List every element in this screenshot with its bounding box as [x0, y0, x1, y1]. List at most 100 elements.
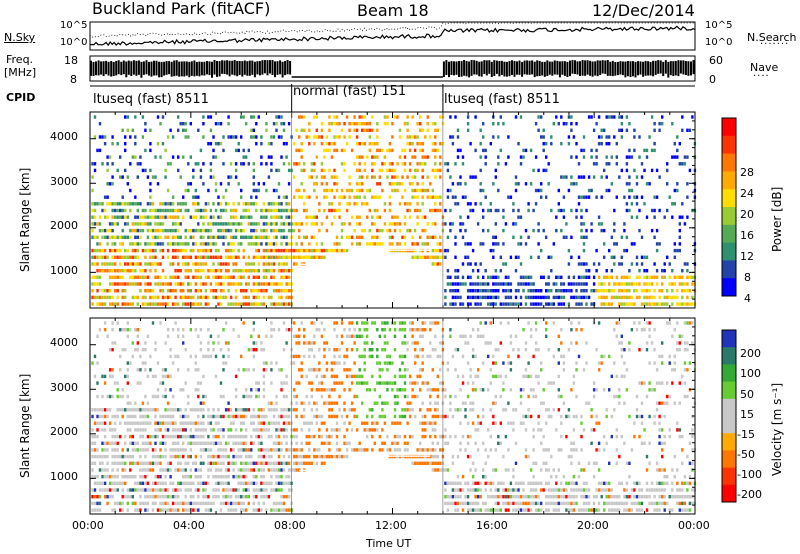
- data-cell: [96, 448, 99, 452]
- data-cell: [320, 128, 324, 132]
- data-cell: [358, 155, 361, 159]
- data-cell: [419, 388, 422, 392]
- data-cell: [494, 222, 497, 226]
- data-cell: [151, 321, 155, 325]
- data-cell: [348, 421, 351, 425]
- data-cell: [436, 454, 439, 459]
- data-cell: [403, 368, 407, 372]
- data-cell: [461, 282, 465, 286]
- data-cell: [177, 275, 180, 279]
- freq-bar: [140, 61, 143, 78]
- data-cell: [252, 328, 255, 332]
- data-cell: [224, 475, 228, 479]
- data-cell: [355, 448, 359, 452]
- data-cell: [207, 235, 210, 239]
- data-cell: [192, 248, 195, 253]
- data-cell: [325, 228, 329, 233]
- data-cell: [194, 242, 197, 246]
- data-cell: [416, 242, 419, 246]
- data-cell: [139, 354, 142, 359]
- data-cell: [335, 122, 339, 126]
- data-cell: [411, 175, 414, 179]
- freq-bar: [115, 60, 118, 76]
- data-cell: [388, 354, 392, 359]
- data-cell: [217, 495, 220, 499]
- data-cell: [116, 208, 119, 213]
- data-cell: [219, 481, 223, 485]
- data-cell: [267, 282, 271, 286]
- data-cell: [217, 248, 220, 253]
- data-cell: [650, 295, 654, 300]
- data-cell: [361, 115, 364, 119]
- data-cell: [461, 155, 465, 159]
- data-cell: [325, 441, 329, 445]
- data-cell: [116, 202, 119, 206]
- data-cell: [174, 441, 177, 445]
- data-cell: [504, 275, 508, 279]
- data-cell: [653, 128, 656, 132]
- data-cell: [358, 235, 361, 239]
- data-cell: [136, 248, 139, 253]
- data-cell: [454, 242, 457, 246]
- data-cell: [101, 248, 104, 253]
- data-cell: [310, 348, 313, 352]
- data-cell: [464, 414, 467, 419]
- data-cell: [461, 488, 465, 492]
- data-cell: [497, 289, 500, 293]
- data-cell: [350, 448, 354, 452]
- data-cell: [262, 421, 266, 425]
- data-cell: [383, 421, 387, 425]
- data-cell: [262, 269, 266, 273]
- data-cell: [492, 282, 495, 286]
- data-cell: [194, 188, 197, 193]
- data-cell: [187, 162, 190, 166]
- data-cell: [446, 248, 450, 253]
- data-cell: [408, 215, 412, 219]
- data-cell: [355, 428, 359, 432]
- freq-bar: [200, 61, 203, 76]
- data-cell: [340, 334, 344, 338]
- data-cell: [287, 282, 291, 286]
- data-cell: [590, 302, 593, 306]
- data-cell: [285, 475, 288, 479]
- data-cell: [628, 148, 631, 153]
- data-cell: [502, 262, 505, 266]
- data-cell: [260, 468, 263, 472]
- data-cell: [129, 414, 132, 419]
- data-cell: [600, 195, 603, 199]
- data-cell: [386, 381, 389, 385]
- data-cell: [640, 262, 644, 266]
- data-cell: [426, 115, 429, 119]
- freq-bar: [503, 61, 506, 77]
- data-cell: [340, 381, 344, 385]
- data-cell: [116, 255, 119, 259]
- data-cell: [275, 434, 278, 439]
- data-cell: [368, 188, 371, 193]
- data-cell: [323, 175, 326, 179]
- data-cell: [527, 275, 530, 279]
- data-cell: [129, 255, 132, 259]
- data-cell: [368, 388, 371, 392]
- data-cell: [270, 248, 273, 253]
- data-cell: [242, 501, 245, 506]
- data-cell: [126, 421, 129, 425]
- data-cell: [567, 262, 571, 266]
- data-cell: [295, 381, 298, 385]
- data-cell: [171, 428, 175, 432]
- data-cell: [252, 228, 255, 233]
- data-cell: [119, 208, 122, 213]
- freq-bar: [173, 60, 176, 77]
- data-cell: [126, 202, 129, 206]
- data-cell: [154, 481, 157, 485]
- data-cell: [466, 302, 470, 306]
- freq-bar: [206, 61, 208, 75]
- data-cell: [227, 341, 230, 345]
- data-cell: [121, 501, 124, 506]
- data-cell: [272, 461, 276, 465]
- data-cell: [144, 408, 147, 412]
- data-cell: [240, 414, 243, 419]
- data-cell: [197, 275, 200, 279]
- data-cell: [391, 135, 394, 139]
- data-cell: [187, 282, 190, 286]
- data-cell: [159, 208, 162, 213]
